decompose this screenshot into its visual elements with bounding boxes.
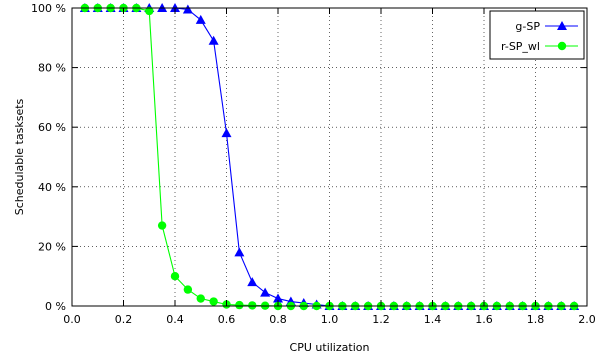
x-tick-label: 0.4 xyxy=(166,313,184,326)
x-tick-label: 1.2 xyxy=(372,313,390,326)
y-tick-label: 40 % xyxy=(38,181,66,194)
data-point xyxy=(195,14,206,24)
legend-label: g-SP xyxy=(515,20,540,33)
legend-box xyxy=(489,10,585,60)
y-tick-label: 100 % xyxy=(31,2,66,15)
legend-marker xyxy=(557,41,567,51)
x-tick-label: 0.8 xyxy=(269,313,287,326)
y-tick-label: 20 % xyxy=(38,240,66,253)
x-tick-label: 1.0 xyxy=(321,313,339,326)
x-axis-label: CPU utilization xyxy=(290,341,370,354)
data-point xyxy=(234,247,245,257)
data-point xyxy=(260,287,271,297)
data-point xyxy=(273,293,283,303)
legend: g-SP r-SP_wl xyxy=(489,10,585,60)
y-tick-label: 80 % xyxy=(38,62,66,75)
x-tick-label: 0.0 xyxy=(63,313,81,326)
x-tick-label: 2.0 xyxy=(578,313,596,326)
x-tick-label: 0.2 xyxy=(115,313,133,326)
data-point xyxy=(209,297,218,306)
y-tick-label: 60 % xyxy=(38,121,66,134)
data-point xyxy=(157,221,167,230)
grid xyxy=(72,8,587,306)
x-tick-label: 1.6 xyxy=(475,313,493,326)
data-point xyxy=(183,285,193,294)
data-point xyxy=(248,301,257,310)
data-point xyxy=(196,294,205,303)
data-point xyxy=(221,128,232,138)
x-tick-label: 0.6 xyxy=(218,313,236,326)
data-point xyxy=(170,272,180,281)
y-tick-label: 0 % xyxy=(45,300,66,313)
y-axis-label: Schedulable tasksets xyxy=(13,98,26,215)
legend-label: r-SP_wl xyxy=(501,40,540,53)
data-point xyxy=(247,277,258,287)
data-point xyxy=(208,35,219,45)
x-tick-label: 1.8 xyxy=(527,313,545,326)
data-point xyxy=(145,6,154,16)
ticks: 0.0 0.2 0.4 0.6 0.8 1.0 1.2 1.4 1.6 1.8 2.0 0 % 20 %… xyxy=(31,2,596,326)
x-tick-label: 1.4 xyxy=(424,313,442,326)
legend-marker xyxy=(557,21,567,30)
data-point xyxy=(235,300,244,310)
data-point xyxy=(182,4,193,14)
